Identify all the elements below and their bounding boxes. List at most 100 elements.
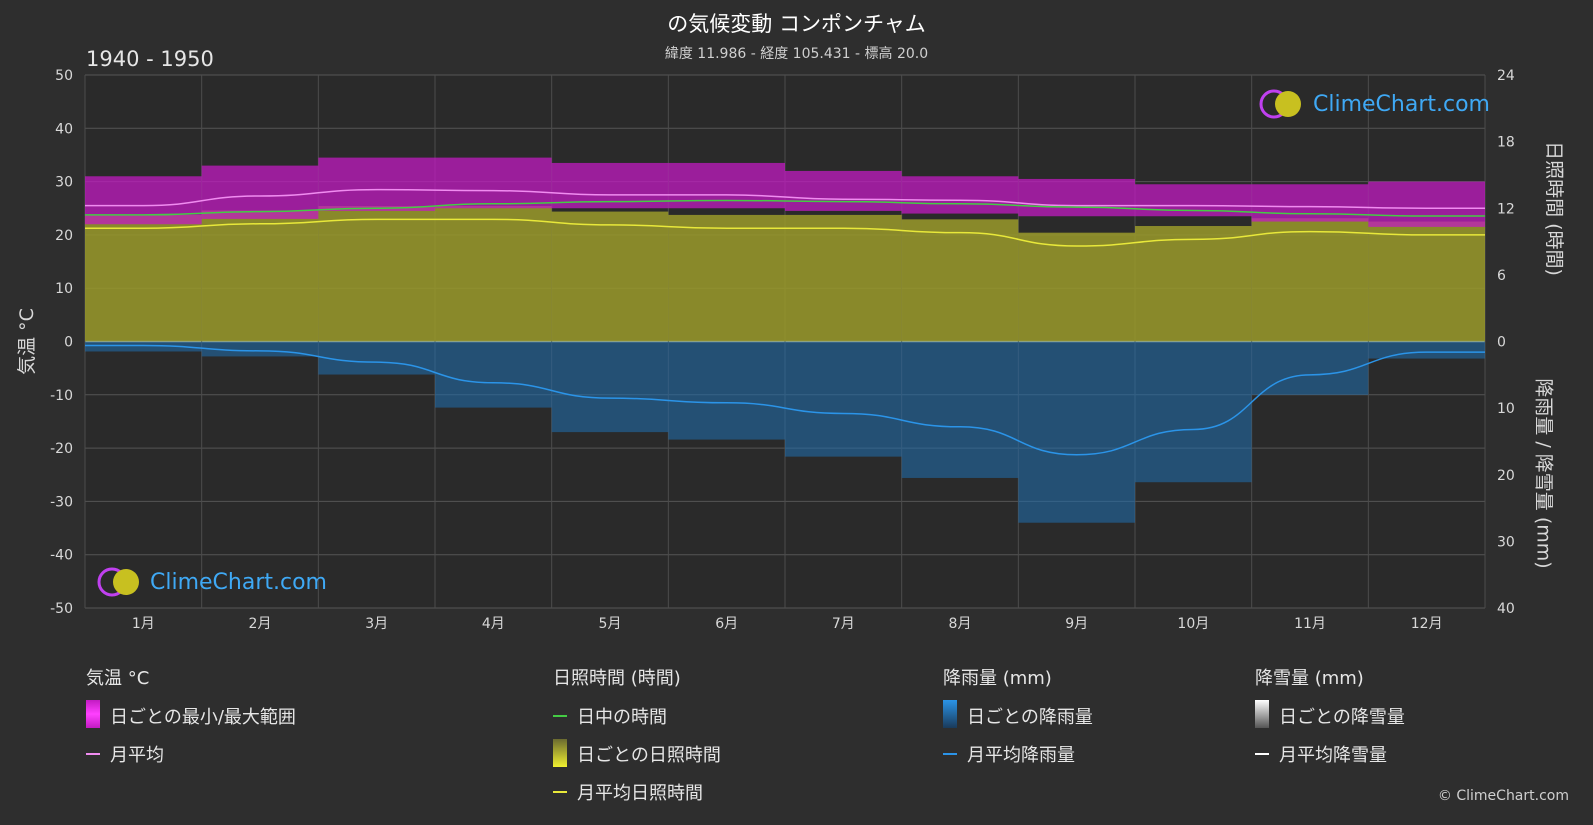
sunshine-bar	[785, 214, 902, 342]
daylight-line	[85, 199, 1485, 217]
rain-bar	[318, 341, 435, 375]
legend-sun-daily-swatch	[553, 739, 567, 767]
legend-sun-mean: 月平均日照時間	[577, 783, 703, 804]
left-tick-label: 10	[55, 281, 73, 297]
daily-bands	[85, 157, 1485, 523]
legend-temp-range: 日ごとの最小/最大範囲	[110, 707, 296, 728]
legend-rain-heading: 降雨量 (mm)	[943, 668, 1052, 689]
rain-bar	[1368, 341, 1485, 359]
right-tick-label-precip: 30	[1497, 534, 1515, 550]
month-label: 12月	[1411, 616, 1443, 632]
rain-bar	[785, 341, 902, 457]
legend-rain-daily-swatch	[943, 700, 957, 728]
rain-bar	[901, 341, 1019, 478]
right-tick-label-precip: 40	[1497, 601, 1515, 617]
month-label: 5月	[599, 616, 622, 632]
right-axis-title-sunshine: 日照時間 (時間)	[1542, 141, 1565, 276]
month-label: 1月	[132, 616, 155, 632]
legend-sun-daily: 日ごとの日照時間	[577, 745, 721, 766]
temp-mean-line	[85, 188, 1485, 209]
right-tick-label-precip: 10	[1497, 401, 1515, 417]
sunshine-bar	[435, 206, 552, 342]
month-label: 3月	[365, 616, 388, 632]
legend-rain-daily: 日ごとの降雨量	[967, 707, 1093, 728]
legend-sun-mean-swatch	[553, 791, 567, 793]
left-tick-label: -50	[50, 601, 73, 617]
sunshine-bar	[901, 219, 1019, 342]
series-lines	[85, 188, 1485, 456]
period-label: 1940 - 1950	[86, 47, 214, 71]
month-label: 4月	[482, 616, 505, 632]
legend-rain-mean: 月平均降雨量	[967, 745, 1075, 766]
logo-text-top: ClimeChart.com	[1313, 92, 1490, 117]
legend-rain-mean-swatch	[943, 753, 957, 755]
copyright: © ClimeChart.com	[1437, 788, 1569, 804]
legend-snow-mean-swatch	[1255, 753, 1269, 755]
legend-temp-range-swatch	[86, 700, 100, 728]
logo-icon-bottom	[96, 566, 144, 602]
right-tick-label-sunshine: 24	[1497, 68, 1515, 84]
tick-labels: 50 40 30 20 10 0 -10 -20 -30 -40 -50 24 18 12 6 0 10 20 30…	[50, 68, 1515, 632]
left-axis-title: 気温 °C	[15, 308, 38, 375]
sunshine-bar	[1368, 221, 1485, 342]
left-tick-label: -30	[50, 494, 73, 510]
right-axis-title-precip: 降雨量 / 降雪量 (mm)	[1532, 378, 1555, 569]
month-label: 9月	[1065, 616, 1088, 632]
rain-bar	[85, 341, 202, 352]
temp-range-bar	[201, 165, 319, 219]
sunshine-bar	[318, 206, 435, 342]
month-label: 10月	[1177, 616, 1209, 632]
legend-snow-daily-swatch	[1255, 700, 1269, 728]
rain-bar	[435, 341, 552, 408]
right-tick-label-precip: 20	[1497, 468, 1515, 484]
right-tick-label-sunshine: 0	[1497, 335, 1506, 351]
month-label: 11月	[1294, 616, 1326, 632]
left-tick-label: 30	[55, 175, 73, 191]
left-tick-label: -10	[50, 388, 73, 404]
logo-text-bottom: ClimeChart.com	[150, 570, 327, 595]
chart-subtitle: 緯度 11.986 - 経度 105.431 - 標高 20.0	[664, 46, 929, 62]
rain-bar	[668, 341, 785, 440]
month-label: 6月	[715, 616, 738, 632]
legend-snow-mean: 月平均降雪量	[1279, 745, 1387, 766]
month-label: 2月	[249, 616, 272, 632]
sunshine-bar	[551, 211, 669, 342]
right-tick-label-sunshine: 18	[1497, 135, 1515, 151]
legend-sun-heading: 日照時間 (時間)	[553, 668, 681, 689]
month-label: 8月	[949, 616, 972, 632]
left-tick-label: 0	[64, 335, 73, 351]
sunshine-bar	[1018, 232, 1135, 342]
left-tick-label: -20	[50, 441, 73, 457]
temp-range-bar	[901, 176, 1019, 214]
legend-temp-mean: 月平均	[110, 745, 164, 766]
left-tick-label: 40	[55, 121, 73, 137]
legend-snow-heading: 降雪量 (mm)	[1255, 668, 1364, 689]
left-tick-label: -40	[50, 548, 73, 564]
temp-range-bar	[435, 157, 552, 209]
sunshine-bar	[1135, 226, 1252, 342]
rain-bar	[551, 341, 669, 433]
right-tick-label-sunshine: 6	[1497, 268, 1506, 284]
legend-temp-heading: 気温 °C	[86, 668, 150, 689]
sunshine-bar	[1251, 218, 1369, 342]
chart-title: の気候変動 コンポンチャム	[667, 12, 926, 36]
legend-daylight: 日中の時間	[577, 707, 667, 728]
temp-range-bar	[785, 170, 902, 211]
temp-range-bar	[1251, 184, 1369, 222]
month-label: 7月	[832, 616, 855, 632]
left-tick-label: 50	[55, 68, 73, 84]
sunshine-bar	[201, 210, 319, 342]
rain-bar	[1018, 341, 1135, 523]
rain-bar	[1135, 341, 1252, 483]
right-tick-label-sunshine: 12	[1497, 201, 1515, 217]
temp-range-bar	[85, 176, 202, 225]
sunshine-mean-line	[85, 218, 1485, 247]
legend-temp-mean-swatch	[86, 753, 100, 755]
logo-icon-top	[1258, 88, 1306, 124]
temp-range-bar	[1368, 181, 1485, 227]
temp-range-bar	[1018, 178, 1135, 217]
rain-mean-line	[85, 344, 1485, 456]
temp-range-bar	[318, 157, 435, 211]
legend-daylight-swatch	[553, 715, 567, 717]
